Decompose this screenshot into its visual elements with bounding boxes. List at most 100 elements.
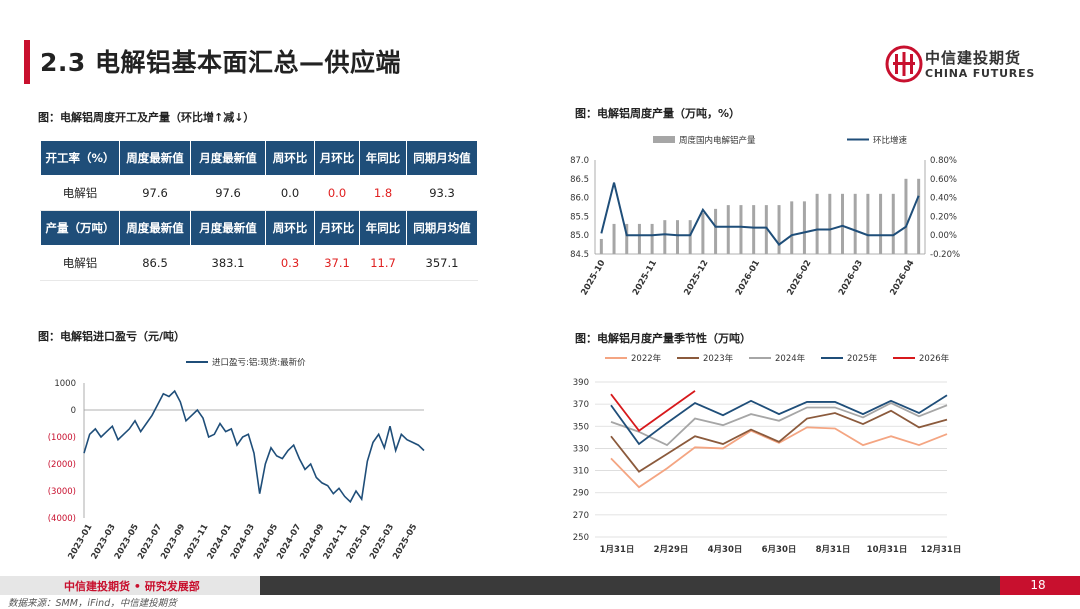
table-header-cell: 周环比 xyxy=(265,210,315,246)
title-accent-bar xyxy=(24,40,30,84)
bar-weekly-output xyxy=(866,193,870,254)
y-tick-label: 86.0 xyxy=(570,194,589,204)
line-import-profit xyxy=(83,389,425,504)
weekly-production-chart: 周度国内电解铝产量 环比增速 84.5 85.0 85.5 86.0 86.5 87.0 -0.… xyxy=(570,135,960,297)
table-row: 电解铝 86.5 383.1 0.3 37.1 11.7 357.1 xyxy=(40,245,478,281)
y-tick-label: 1000 xyxy=(54,379,76,389)
y-tick-label: 250 xyxy=(573,533,589,543)
page-number-box xyxy=(1000,576,1080,595)
line-series-2023年 xyxy=(610,409,948,473)
y2-tick-label: 0.60% xyxy=(930,175,957,185)
bar-weekly-output xyxy=(663,220,667,254)
x-tick-label: 2026-02 xyxy=(785,258,813,297)
legend-label: 2026年 xyxy=(919,353,950,364)
table-cell: 97.6 xyxy=(190,175,266,211)
table-header-cell: 周环比 xyxy=(265,140,315,176)
y-tick-label: 350 xyxy=(573,422,589,432)
table-cell: 357.1 xyxy=(406,245,478,281)
bar-weekly-output xyxy=(650,223,654,254)
y-tick-label: 390 xyxy=(573,378,589,388)
footer-organization: 中信建投期货 • 研究发展部 xyxy=(64,580,200,593)
table-header-cell: 年同比 xyxy=(359,210,407,246)
legend-label: 环比增速 xyxy=(873,135,908,146)
page-number: 18 xyxy=(1030,578,1046,592)
seasonal-chart-caption: 图：电解铝月度产量季节性（万吨） xyxy=(575,332,751,345)
legend-swatch-bar xyxy=(653,136,675,143)
table-cell: 37.1 xyxy=(314,245,360,281)
y-tick-label: 85.0 xyxy=(570,231,589,241)
bar-weekly-output xyxy=(625,223,629,254)
table-caption: 图：电解铝周度开工及产量（环比增↑减↓） xyxy=(38,111,255,124)
supply-table-container: 开工率（%） 周度最新值 月度最新值 周环比 月环比 年同比 同期月均值 电解铝 97.6 97.… xyxy=(40,140,478,281)
legend-label: 2022年 xyxy=(631,353,662,364)
x-tick-label: 2月29日 xyxy=(654,545,689,555)
table-cell: 383.1 xyxy=(190,245,266,281)
y-tick-label: 370 xyxy=(573,400,589,410)
x-tick-label: 2026-01 xyxy=(734,258,762,297)
table-header-cell: 产量（万吨） xyxy=(40,210,120,246)
table-header-cell: 月环比 xyxy=(314,140,360,176)
table-header-cell: 周度最新值 xyxy=(119,140,191,176)
legend-label: 2023年 xyxy=(703,353,734,364)
table-header-cell: 月度最新值 xyxy=(190,140,266,176)
bar-weekly-output xyxy=(752,205,756,254)
logo-chinese-text: 中信建投期货 xyxy=(925,49,1022,67)
table-header-cell: 月环比 xyxy=(314,210,360,246)
table-cell: 93.3 xyxy=(406,175,478,211)
bar-weekly-output xyxy=(637,223,641,254)
y-tick-label: 86.5 xyxy=(570,175,589,185)
y-tick-label: 330 xyxy=(573,444,589,454)
line-series-2022年 xyxy=(610,426,948,489)
y-tick-label: 87.0 xyxy=(570,156,589,166)
import-profit-chart: 进口盈亏:铝:现货:最新价 1000 0 (1000) (2000) (3000) (400… xyxy=(48,357,425,561)
table-row: 电解铝 97.6 97.6 0.0 0.0 1.8 93.3 xyxy=(40,175,478,211)
line-series-2024年 xyxy=(610,402,948,447)
weekly-chart-caption: 图：电解铝周度产量（万吨，%） xyxy=(575,107,741,120)
table-header-cell: 月度最新值 xyxy=(190,210,266,246)
bar-weekly-output xyxy=(599,238,603,254)
y-tick-label: (1000) xyxy=(48,433,76,443)
import-chart-caption: 图：电解铝进口盈亏（元/吨） xyxy=(38,330,186,343)
x-tick-label: 2025-12 xyxy=(682,258,710,297)
bar-weekly-output xyxy=(815,193,819,254)
bar-weekly-output xyxy=(764,205,768,254)
bar-weekly-output xyxy=(726,205,730,254)
page-title: 2.3 电解铝基本面汇总—供应端 xyxy=(40,48,401,77)
footer-left-band xyxy=(0,576,260,595)
table-cell: 0.0 xyxy=(314,175,360,211)
bar-weekly-output xyxy=(891,193,895,254)
y-tick-label: 290 xyxy=(573,489,589,499)
table-header-row: 产量（万吨） 周度最新值 月度最新值 周环比 月环比 年同比 同期月均值 xyxy=(40,210,478,246)
line-wow-growth xyxy=(600,182,920,246)
y-tick-label: 84.5 xyxy=(570,250,589,260)
bar-weekly-output xyxy=(802,201,806,254)
logo-english-text: CHINA FUTURES xyxy=(925,67,1036,80)
x-tick-label: 8月31日 xyxy=(816,545,851,555)
bar-weekly-output xyxy=(777,205,781,254)
bar-weekly-output xyxy=(739,205,743,254)
bar-weekly-output xyxy=(612,223,616,254)
legend-label: 进口盈亏:铝:现货:最新价 xyxy=(212,357,306,368)
table-cell: 0.3 xyxy=(265,245,315,281)
table-header-cell: 同期月均值 xyxy=(406,140,478,176)
bar-weekly-output xyxy=(917,178,921,254)
y-tick-label: (4000) xyxy=(48,514,76,524)
legend-label: 2024年 xyxy=(775,353,806,364)
y2-tick-label: 0.00% xyxy=(930,231,957,241)
x-tick-label: 12月31日 xyxy=(921,545,962,555)
table-cell: 电解铝 xyxy=(40,175,120,211)
y-tick-label: (2000) xyxy=(48,460,76,470)
table-header-row: 开工率（%） 周度最新值 月度最新值 周环比 月环比 年同比 同期月均值 xyxy=(40,140,478,176)
china-futures-logo xyxy=(885,45,923,83)
x-tick-label: 2025-11 xyxy=(631,258,659,297)
x-tick-label: 2025-10 xyxy=(579,258,607,297)
supply-table: 开工率（%） 周度最新值 月度最新值 周环比 月环比 年同比 同期月均值 电解铝 97.6 97.… xyxy=(40,140,478,281)
bar-weekly-output xyxy=(701,212,705,254)
x-tick-label: 1月31日 xyxy=(600,545,635,555)
bar-weekly-output xyxy=(879,193,883,254)
table-cell: 0.0 xyxy=(265,175,315,211)
data-source-note: 数据来源：SMM，iFind，中信建投期货 xyxy=(8,598,177,609)
table-cell: 11.7 xyxy=(359,245,407,281)
bar-weekly-output xyxy=(688,220,692,254)
y2-tick-label: -0.20% xyxy=(930,250,960,260)
